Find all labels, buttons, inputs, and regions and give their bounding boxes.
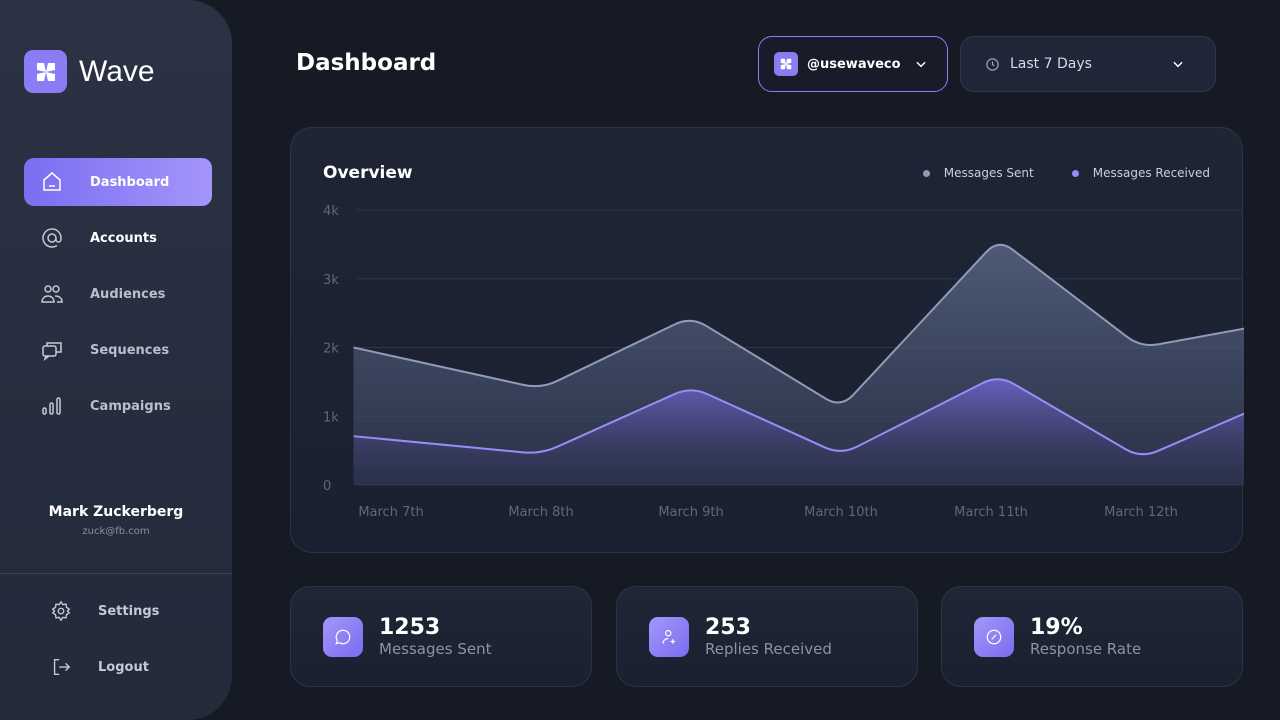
stat-value: 253 [705, 614, 751, 640]
sidebar-item-label: Sequences [90, 342, 170, 358]
brand-name: Wave [79, 54, 155, 88]
sidebar-item-audiences[interactable]: Audiences [24, 270, 212, 318]
overview-card: Overview Messages Sent Messages Received… [290, 127, 1244, 553]
sidebar-item-sequences[interactable]: Sequences [24, 326, 212, 374]
settings-button[interactable]: Settings [50, 600, 159, 622]
legend-sent: Messages Sent [922, 166, 1034, 180]
user-profile[interactable]: Mark Zuckerberg zuck@fb.com [0, 504, 232, 537]
date-range-label: Last 7 Days [1010, 56, 1092, 72]
settings-label: Settings [98, 603, 160, 619]
stat-card-replies-received: 253 Replies Received [616, 586, 918, 687]
at-icon [42, 228, 62, 248]
logout-label: Logout [98, 659, 149, 675]
stat-value: 19% [1030, 614, 1083, 640]
stat-card-response-rate: 19% Response Rate [941, 586, 1243, 687]
stat-label: Response Rate [1030, 639, 1142, 658]
x-tick-label: March 7th [358, 505, 423, 520]
percent-icon [974, 616, 1014, 657]
chart-legend: Messages Sent Messages Received [922, 166, 1210, 180]
account-logo-icon [774, 52, 798, 76]
x-tick-label: March 11th [954, 505, 1028, 520]
chevron-down-icon [1173, 61, 1183, 68]
y-tick-label: 3k [323, 273, 339, 288]
stat-label: Replies Received [705, 639, 832, 658]
sidebar-item-campaigns[interactable]: Campaigns [24, 382, 212, 430]
clock-icon [986, 57, 999, 71]
area-received [353, 379, 1244, 485]
account-selector[interactable]: @usewaveco [758, 36, 948, 92]
logo[interactable]: Wave [24, 50, 155, 93]
logout-button[interactable]: Logout [50, 656, 149, 678]
y-tick-label: 2k [323, 342, 339, 357]
chevron-down-icon [915, 61, 926, 68]
x-tick-label: March 12th [1104, 505, 1178, 520]
logo-icon [24, 50, 67, 93]
chat-icon [42, 342, 62, 362]
y-tick-label: 1k [323, 410, 339, 425]
sidebar-item-label: Audiences [90, 286, 166, 302]
gear-icon [51, 600, 71, 622]
logout-icon [53, 658, 71, 676]
user-email: zuck@fb.com [82, 526, 150, 537]
x-tick-label: March 10th [804, 505, 878, 520]
sidebar: Wave Dashboard Accounts Audiences Sequen… [0, 0, 232, 720]
sidebar-item-label: Accounts [90, 230, 157, 246]
x-tick-label: March 9th [658, 505, 723, 520]
y-tick-label: 4k [323, 204, 339, 219]
date-range-selector[interactable]: Last 7 Days [960, 36, 1216, 92]
user-name: Mark Zuckerberg [48, 504, 184, 520]
overview-chart: 0 1k 2k 3k 4k March 7th March 8th March 9th Marc… [323, 204, 1244, 520]
bar-chart-icon [42, 397, 61, 415]
account-handle: @usewaveco [807, 56, 901, 72]
line-sent [353, 243, 1244, 404]
x-tick-label: March 8th [508, 505, 573, 520]
sidebar-item-label: Dashboard [90, 174, 170, 190]
stat-label: Messages Sent [379, 639, 492, 658]
user-plus-icon [649, 616, 689, 657]
sidebar-item-accounts[interactable]: Accounts [24, 214, 212, 262]
legend-received: Messages Received [1071, 166, 1210, 180]
sidebar-item-dashboard[interactable]: Dashboard [24, 158, 212, 206]
users-icon [41, 285, 63, 303]
message-icon [323, 616, 363, 657]
page-title: Dashboard [296, 50, 437, 76]
home-icon [43, 172, 61, 191]
sidebar-nav: Dashboard Accounts Audiences Sequences C… [24, 158, 212, 438]
divider [0, 573, 232, 574]
sidebar-item-label: Campaigns [90, 398, 171, 414]
y-tick-label: 0 [323, 479, 331, 494]
chart-title: Overview [323, 163, 413, 183]
stat-card-messages-sent: 1253 Messages Sent [290, 586, 592, 687]
stat-value: 1253 [379, 614, 441, 640]
line-received [353, 378, 1244, 456]
